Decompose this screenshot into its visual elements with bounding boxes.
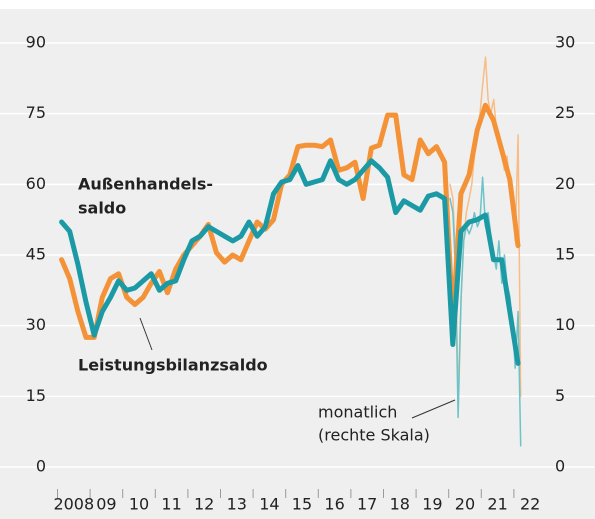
y2-tick-label: 25 [555, 103, 575, 122]
x-tick-label: 20 [455, 495, 475, 514]
x-tick-label: 18 [390, 495, 410, 514]
y-tick-label: 75 [26, 103, 46, 122]
y-tick-label: 45 [26, 245, 46, 264]
y-tick-label: 60 [26, 174, 46, 193]
annotation: saldo [78, 199, 126, 218]
x-tick-label: 19 [422, 495, 442, 514]
annotation: Außenhandels- [78, 175, 213, 194]
annotation: monatlich [318, 403, 397, 422]
y-tick-label: 90 [26, 33, 46, 52]
y2-tick-label: 0 [555, 457, 565, 476]
x-tick-label: 12 [194, 495, 214, 514]
series-line [59, 158, 521, 366]
leader-line [139, 317, 153, 351]
x-tick-label: 2008 [53, 495, 94, 514]
x-tick-label: 17 [357, 495, 377, 514]
y-tick-label: 0 [36, 457, 46, 476]
y2-tick-label: 30 [555, 33, 575, 52]
x-tick-label: 14 [259, 495, 279, 514]
x-tick-label: 15 [292, 495, 312, 514]
y2-tick-label: 5 [555, 386, 565, 405]
x-tick-label: 16 [324, 495, 344, 514]
plot: 0 15 30 45 60 75 90 0 5 10 15 20 25 30 2008 09 10 11 12 13 1… [0, 33, 595, 514]
y-tick-label: 15 [26, 386, 46, 405]
x-tick-label: 10 [129, 495, 149, 514]
x-tick-label: 09 [96, 495, 116, 514]
y2-tick-label: 20 [555, 174, 575, 193]
x-tick-label: 21 [487, 495, 507, 514]
leader-line [411, 399, 456, 419]
x-tick-label: 11 [161, 495, 181, 514]
x-tick-label: 13 [227, 495, 247, 514]
annotation: (rechte Skala) [318, 426, 430, 445]
y2-tick-label: 10 [555, 315, 575, 334]
x-tick-label: 22 [520, 495, 540, 514]
y2-tick-label: 15 [555, 245, 575, 264]
y-tick-label: 30 [26, 315, 46, 334]
top-band [0, 0, 595, 9]
annotation: Leistungsbilanzsaldo [78, 356, 268, 375]
